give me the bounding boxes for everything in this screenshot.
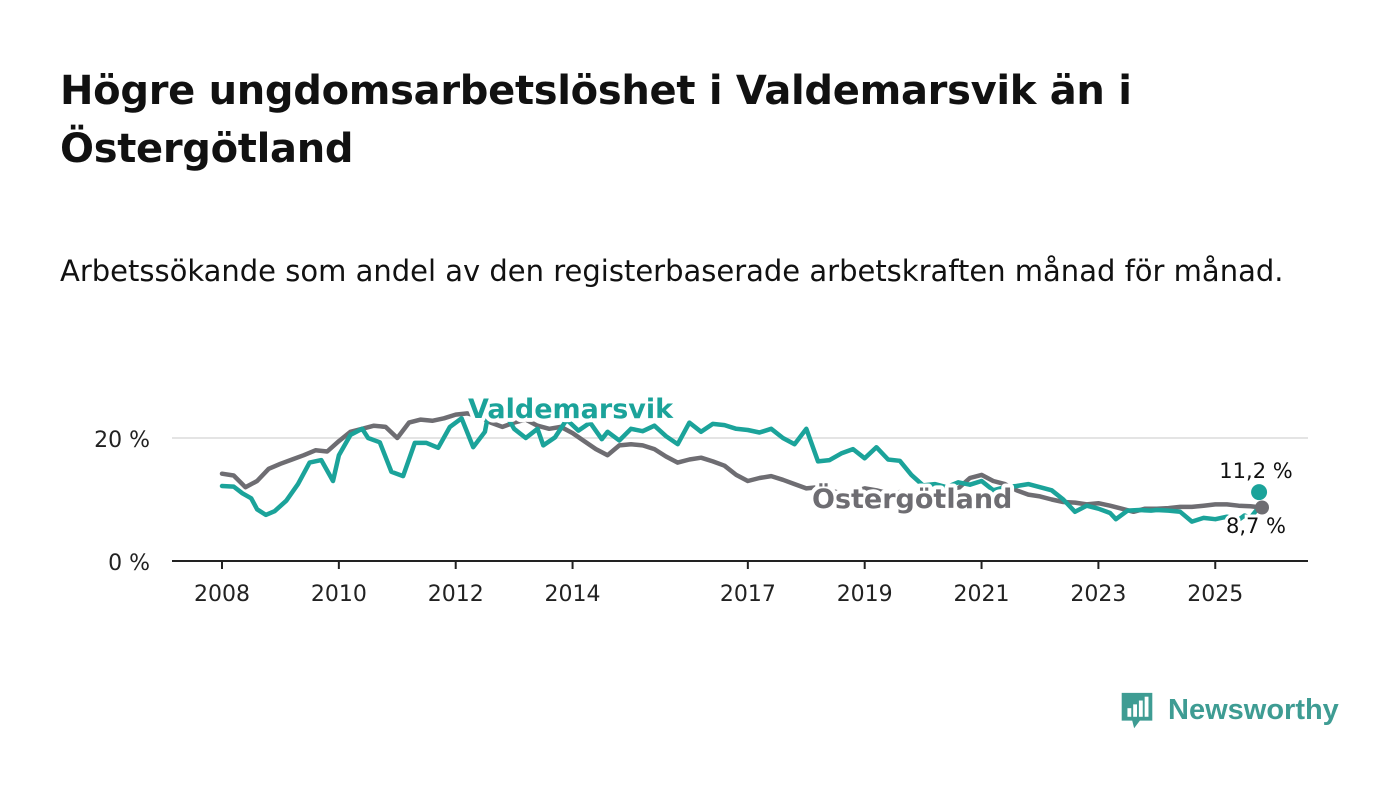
label-layer: Valdemarsvik Östergötland 11,2 % 8,7 % <box>464 390 1296 541</box>
x-tick-label: 2017 <box>720 582 776 607</box>
y-tick-label: 0 % <box>108 551 150 576</box>
x-tick-label: 2012 <box>428 582 484 607</box>
end-marker-valdemarsvik <box>1251 484 1268 501</box>
x-tick-label: 2023 <box>1070 582 1126 607</box>
series-label-valdemarsvik: Valdemarsvik <box>468 394 674 425</box>
brand-name: Newsworthy <box>1168 694 1339 726</box>
line-chart: 0 % 20 % 2008 2010 2012 2014 2017 2019 2021 2023 2… <box>94 390 1308 607</box>
series-line-valdemarsvik <box>219 398 1259 524</box>
x-tick-label: 2021 <box>954 582 1010 607</box>
chart-subtitle: Arbetssökande som andel av den registerb… <box>60 254 1284 288</box>
end-value-label-valdemarsvik: 11,2 % <box>1219 459 1292 483</box>
x-tick-label: 2008 <box>194 582 250 607</box>
x-tick-label: 2010 <box>311 582 367 607</box>
y-tick-label: 20 % <box>94 428 150 453</box>
series-label-ostergotland: Östergötland <box>812 482 1012 515</box>
series-layer <box>219 398 1269 524</box>
end-value-label-ostergotland: 8,7 % <box>1226 514 1286 538</box>
chart-title: Högre ungdomsarbetslöshet i Valdemarsvik… <box>60 68 1132 172</box>
end-marker-ostergotland <box>1255 500 1269 515</box>
grid-layer: 0 % 20 % 2008 2010 2012 2014 2017 2019 2021 2023 2… <box>94 428 1308 607</box>
newsworthy-logo-icon <box>1121 692 1153 729</box>
x-tick-label: 2025 <box>1187 582 1243 607</box>
x-tick-label: 2019 <box>837 582 893 607</box>
x-tick-label: 2014 <box>545 582 601 607</box>
